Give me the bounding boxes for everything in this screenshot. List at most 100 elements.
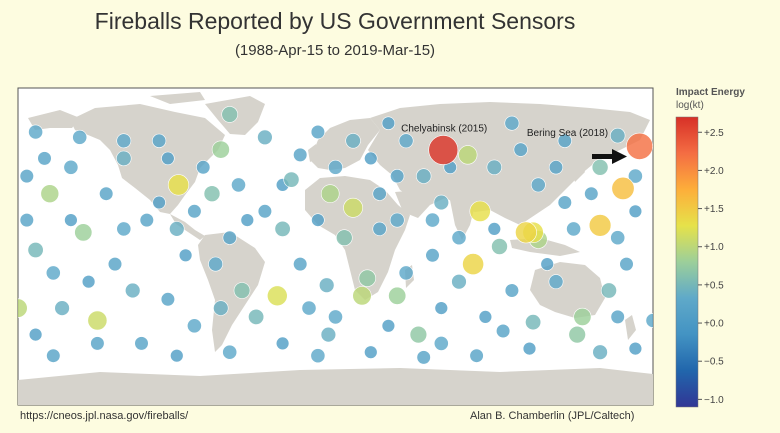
colorbar-tick-label: −1.0	[704, 395, 724, 406]
fireball-point	[266, 285, 288, 307]
fireball-point	[645, 313, 653, 328]
fireball-point	[90, 336, 105, 351]
fireball-point	[358, 269, 376, 287]
fireball-point	[74, 223, 93, 242]
fireball-point	[451, 230, 467, 246]
fireball-point	[628, 341, 643, 356]
credit: Alan B. Chamberlin (JPL/Caltech)	[470, 410, 635, 422]
fireball-point	[530, 177, 546, 193]
fireball-point	[320, 326, 337, 343]
fireball-point	[619, 257, 634, 272]
fireball-point	[257, 204, 273, 219]
fireball-point	[425, 212, 440, 228]
fireball-point	[462, 253, 485, 276]
fireball-point	[116, 133, 132, 149]
bering-arrow	[592, 149, 627, 164]
fireball-point	[139, 213, 154, 228]
fireball-point	[540, 257, 554, 271]
fireball-point	[548, 274, 564, 290]
fireball-point	[469, 200, 491, 222]
fireball-point	[169, 221, 185, 237]
fireball-point	[611, 176, 635, 200]
fireball-point	[208, 256, 223, 272]
fireball-point	[310, 348, 326, 364]
fireball-point	[40, 184, 60, 203]
fireball-point	[221, 106, 238, 123]
fireball-point	[416, 168, 432, 184]
fireball-point	[591, 159, 609, 176]
colorbar: Impact Energy log(kt) +2.5 +2.0 +1.5 +1.0 +0…	[675, 87, 745, 408]
fireball-point	[573, 307, 592, 326]
fireball-point	[186, 318, 202, 334]
colorbar-tick-label: −0.5	[704, 357, 724, 368]
source-url: https://cneos.jpl.nasa.gov/fireballs/	[20, 410, 189, 422]
fireball-point	[504, 115, 520, 131]
fireball-point	[311, 213, 325, 227]
fireball-point	[372, 186, 387, 201]
fireball-point	[211, 140, 230, 159]
fireball-point	[522, 341, 537, 356]
fireball-point	[310, 124, 326, 140]
fireball-point	[628, 168, 643, 184]
fireball-point	[257, 129, 273, 146]
fireball-point	[491, 238, 508, 255]
fireball-point	[18, 298, 28, 318]
fireball-point	[364, 345, 378, 359]
fireball-point	[458, 145, 478, 165]
fireball-point	[451, 274, 467, 290]
fireball-point	[72, 129, 88, 145]
annotation-label: Chelyabinsk (2015)	[401, 124, 487, 135]
fireball-point	[27, 242, 44, 259]
fireball-point	[152, 133, 167, 148]
fireball-point	[63, 159, 79, 175]
fireball-point	[160, 292, 175, 307]
fireball-point	[434, 301, 448, 315]
fireball-point	[196, 160, 211, 175]
fireball-point	[116, 221, 132, 237]
fireball-point	[134, 336, 149, 351]
fireball-point	[28, 327, 43, 342]
fireball-point	[37, 151, 52, 166]
fireball-point	[588, 214, 612, 237]
fireball-point	[469, 348, 484, 363]
fireball-point	[19, 169, 34, 184]
colorbar-title: Impact Energy	[676, 87, 745, 98]
fireball-point	[19, 213, 34, 228]
fireball-point	[283, 171, 300, 188]
fireball-point	[352, 286, 372, 306]
fireball-point	[81, 275, 96, 289]
colorbar-gradient	[675, 116, 699, 408]
fireball-point	[504, 283, 520, 298]
fireball-point	[213, 300, 229, 316]
fireball-point	[398, 133, 414, 149]
fireball-point	[124, 282, 141, 299]
fireball-point	[274, 220, 291, 237]
colorbar-tick-label: +1.5	[704, 204, 724, 215]
fireball-point	[64, 213, 78, 227]
fireball-point	[275, 336, 290, 351]
fireball-point	[433, 194, 449, 211]
fireball-point	[203, 185, 221, 202]
fireball-point	[116, 150, 132, 167]
fireball-point	[557, 133, 572, 148]
chart-title: Fireballs Reported by US Government Sens…	[94, 8, 576, 34]
fireball-point	[416, 350, 431, 365]
fireball-point	[525, 314, 542, 331]
fireball-point	[328, 309, 343, 325]
fireball-point	[626, 132, 653, 160]
fireball-point	[610, 230, 626, 246]
fireball-point	[45, 265, 61, 281]
colorbar-tick-label: +0.5	[704, 280, 724, 291]
fireball-point	[409, 325, 428, 344]
fireball-point	[167, 174, 190, 196]
colorbar-tick-label: +1.0	[704, 242, 724, 253]
fireball-point	[584, 186, 599, 201]
fireball-point	[486, 159, 502, 176]
fireball-point	[372, 221, 387, 236]
fireball-point	[99, 186, 114, 201]
fireball-point	[487, 222, 501, 236]
fireball-point	[107, 257, 123, 272]
fireball-point	[388, 286, 407, 305]
fireball-point	[389, 212, 405, 228]
